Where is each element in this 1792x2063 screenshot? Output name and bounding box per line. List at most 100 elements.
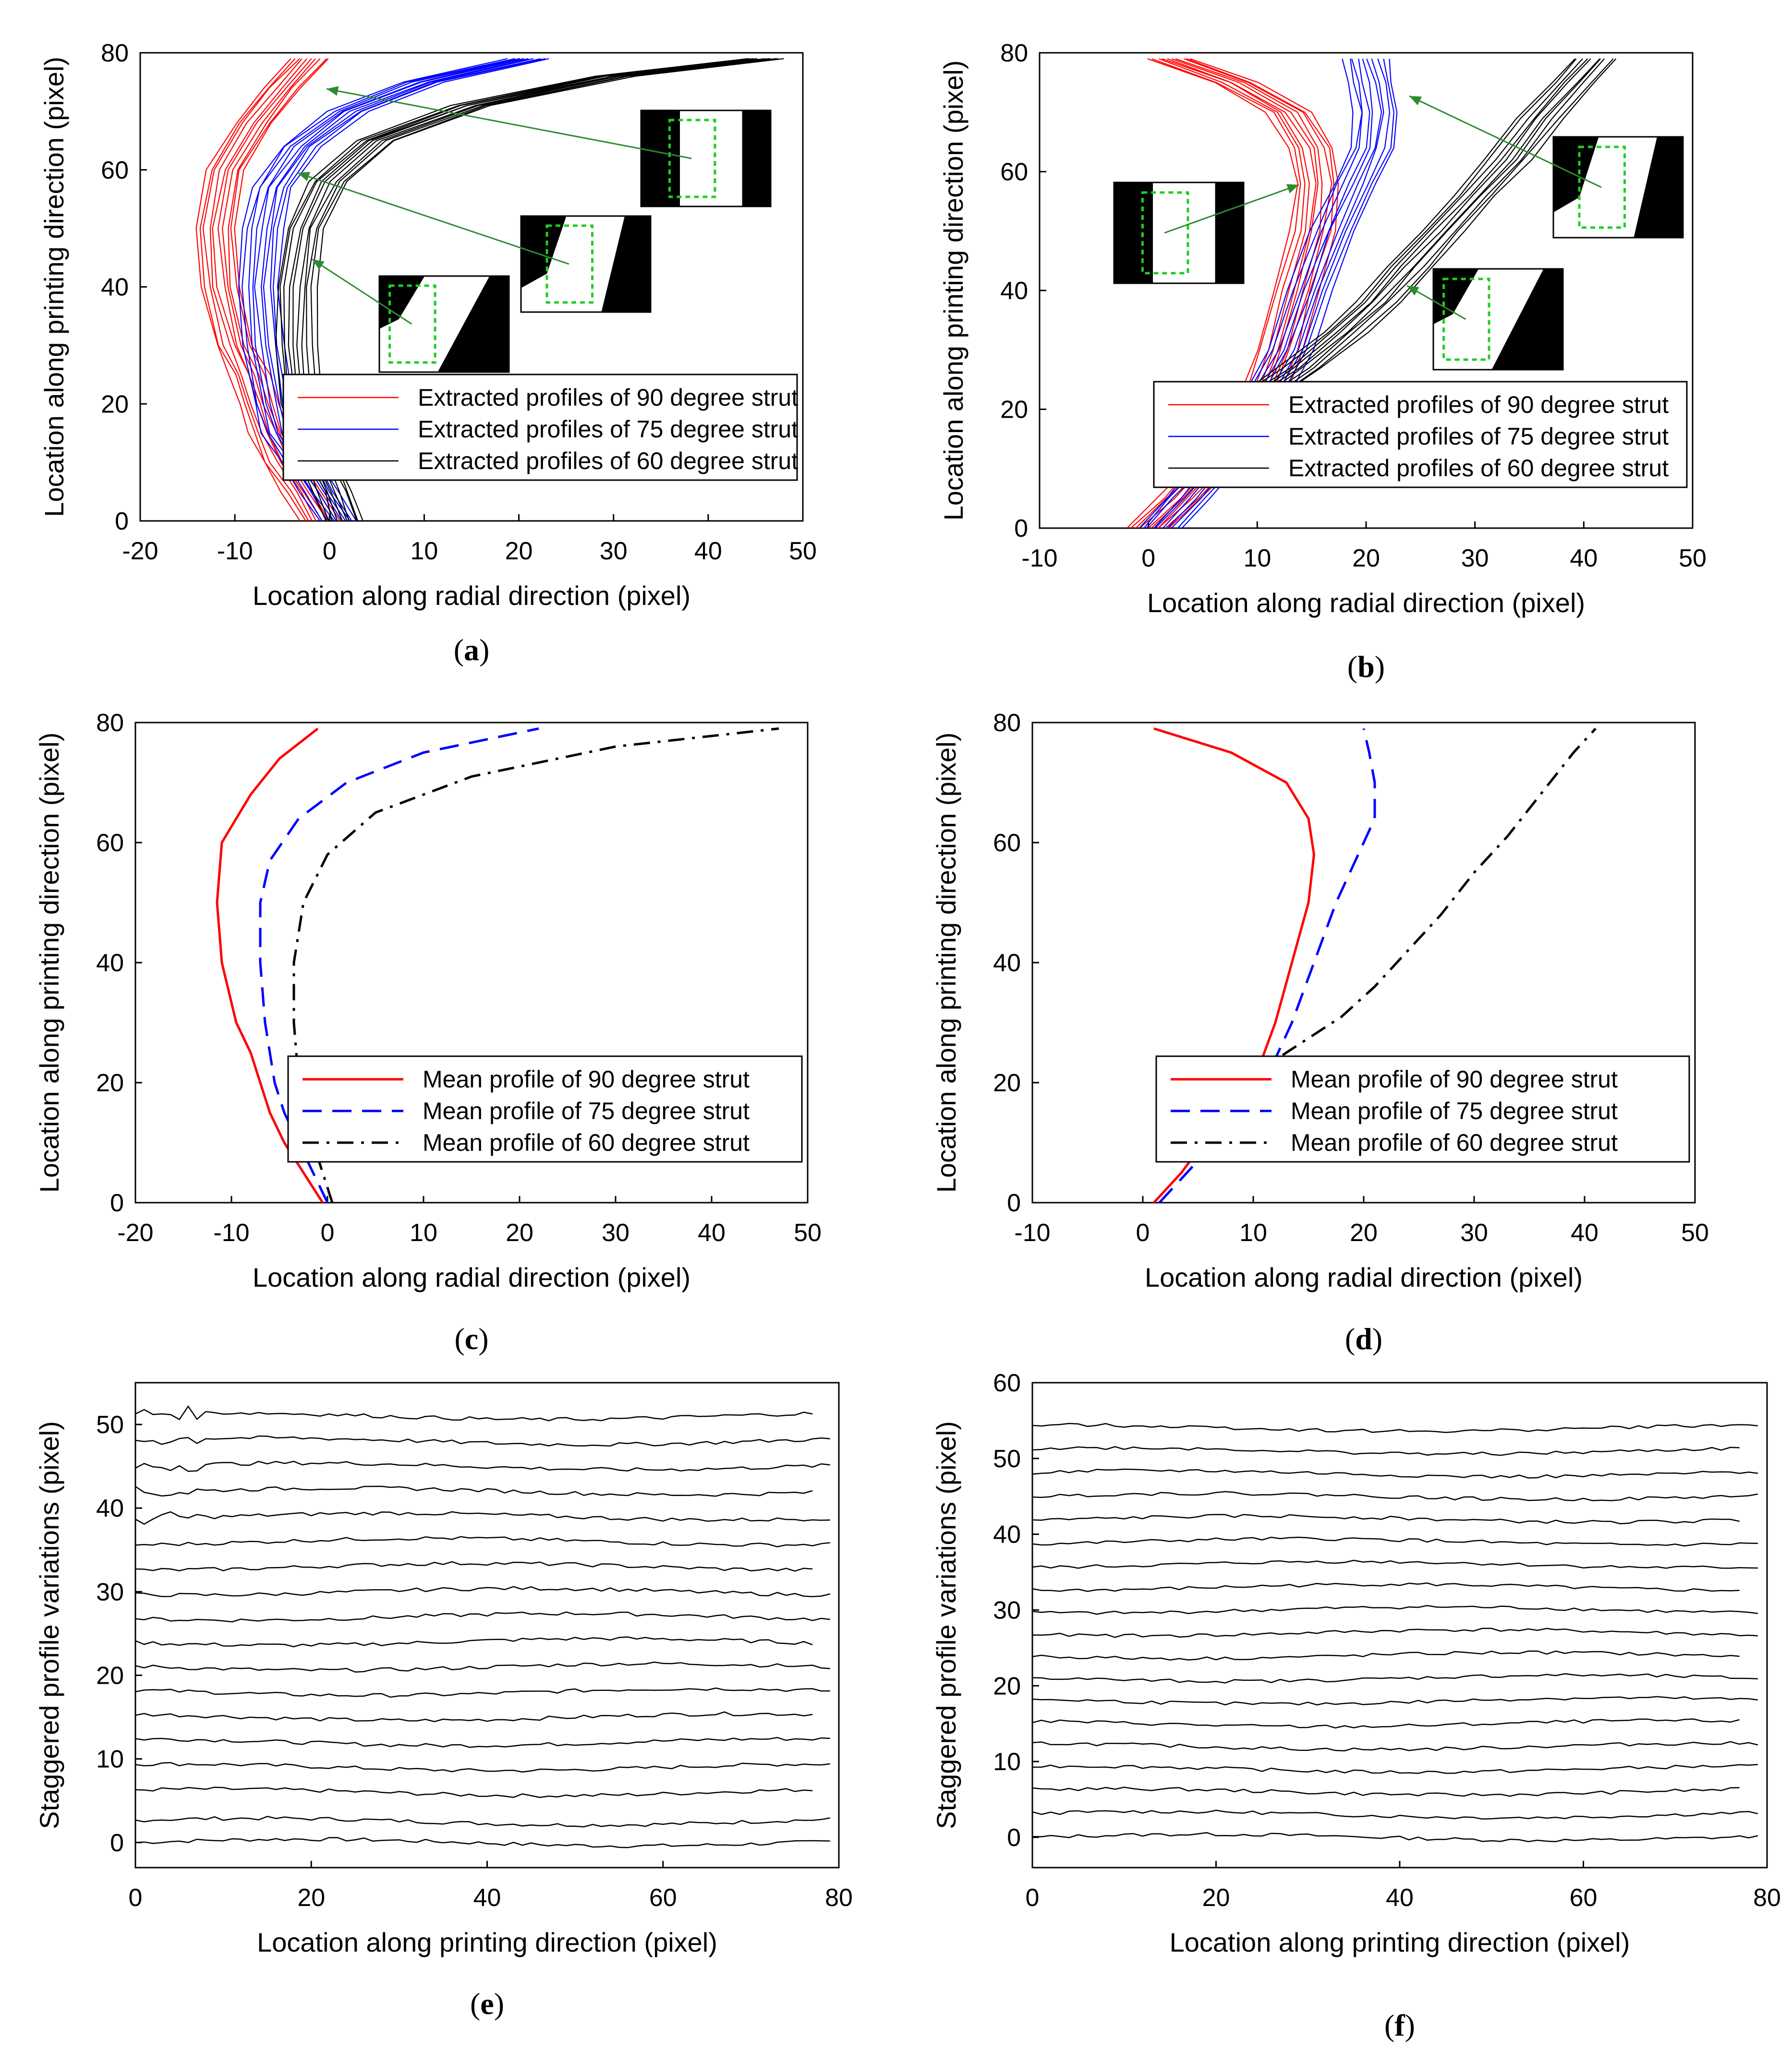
- arrow-head-icon: [298, 172, 310, 181]
- x-tick-label: 50: [789, 537, 817, 565]
- y-tick-label: 30: [993, 1596, 1021, 1624]
- x-tick-label: -10: [213, 1219, 249, 1247]
- x-tick-label: 60: [649, 1884, 677, 1912]
- arrow-head-icon: [312, 259, 325, 270]
- variation-line: [1032, 1741, 1758, 1751]
- y-tick-label: 40: [96, 949, 124, 977]
- y-tick-label: 80: [96, 709, 124, 737]
- y-tick-label: 60: [993, 829, 1021, 857]
- x-axis-label: Location along printing direction (pixel…: [1170, 1927, 1630, 1957]
- x-axis-label: Location along radial direction (pixel): [1145, 1262, 1583, 1292]
- plot-frame: [134, 1382, 840, 1869]
- x-tick-label: 20: [505, 537, 533, 565]
- legend-label: Extracted profiles of 60 degree strut: [418, 447, 798, 474]
- legend-label: Extracted profiles of 75 degree strut: [1288, 423, 1669, 450]
- variation-line: [135, 1837, 830, 1848]
- x-tick-label: 40: [1570, 544, 1598, 572]
- x-tick-label: 60: [1570, 1884, 1598, 1912]
- variation-line: [1032, 1628, 1758, 1638]
- series-line: [216, 727, 324, 1203]
- inset-strut: [1215, 182, 1244, 283]
- x-tick-label: 10: [1239, 1219, 1267, 1247]
- x-tick-label: 0: [129, 1884, 143, 1912]
- x-tick-label: 30: [1461, 544, 1489, 572]
- legend-box: [1155, 1055, 1690, 1163]
- x-tick-label: 40: [694, 537, 722, 565]
- arrow-head-icon: [1286, 184, 1299, 193]
- y-tick-label: 60: [96, 829, 124, 857]
- x-tick-label: 50: [794, 1219, 822, 1247]
- variation-line: [1032, 1605, 1758, 1615]
- x-tick-label: -10: [1014, 1219, 1050, 1247]
- inset-image: [1432, 268, 1564, 371]
- inset-arrow: [297, 172, 569, 265]
- y-tick-label: 40: [101, 274, 129, 302]
- panel-caption: (e): [470, 1987, 504, 2021]
- x-tick-label: 40: [698, 1219, 726, 1247]
- x-tick-label: -20: [117, 1219, 153, 1247]
- y-axis-label: Staggered profile variations (pixel): [34, 1421, 64, 1829]
- legend-label: Extracted profiles of 60 degree strut: [1288, 455, 1669, 482]
- variation-line: [1032, 1832, 1758, 1843]
- legend-box: [287, 1055, 803, 1163]
- inset-strut: [1491, 269, 1563, 370]
- x-tick-label: 10: [411, 537, 438, 565]
- x-tick-label: 10: [410, 1219, 437, 1247]
- panel-e: 0 20 40 60 80 0 10 20 30 40 50 Location along print…: [34, 1382, 853, 2021]
- inset-arrow: [1164, 184, 1299, 234]
- x-tick-label: 20: [1350, 1219, 1378, 1247]
- inset-strut: [601, 216, 651, 312]
- series-line: [238, 58, 508, 521]
- variation-line: [1032, 1468, 1758, 1479]
- variation-line: [135, 1762, 830, 1773]
- y-tick-label: 40: [993, 1521, 1021, 1549]
- y-tick-label: 0: [110, 1829, 124, 1857]
- y-axis-label: Location along printing direction (pixel…: [34, 733, 64, 1193]
- y-tick-label: 10: [993, 1748, 1021, 1776]
- variation-line: [135, 1405, 813, 1422]
- inset-image: [520, 215, 652, 313]
- legend-label: Mean profile of 75 degree strut: [1291, 1098, 1618, 1124]
- x-tick-label: 0: [321, 1219, 335, 1247]
- variation-line: [1032, 1559, 1758, 1569]
- y-tick-label: 0: [1007, 1189, 1021, 1217]
- plot-area: [1032, 1423, 1758, 1843]
- inset-image: [378, 275, 510, 373]
- variation-line: [135, 1511, 830, 1525]
- x-tick-label: 0: [1026, 1884, 1040, 1912]
- x-tick-label: 30: [600, 537, 628, 565]
- x-tick-label: 0: [323, 537, 337, 565]
- y-tick-label: 0: [115, 507, 129, 535]
- y-axis-label: Staggered profile variations (pixel): [931, 1421, 961, 1829]
- legend-label: Mean profile of 90 degree strut: [423, 1066, 750, 1093]
- y-tick-label: 0: [1014, 515, 1028, 543]
- legend-label: Mean profile of 90 degree strut: [1291, 1066, 1618, 1093]
- series-line: [292, 727, 779, 1203]
- x-tick-label: 80: [1753, 1884, 1781, 1912]
- series-line: [199, 58, 306, 521]
- legend: Extracted profiles of 90 degree strut Ext…: [282, 374, 798, 481]
- x-tick-label: 30: [602, 1219, 630, 1247]
- panel-caption: (a): [454, 633, 490, 667]
- variation-line: [135, 1816, 830, 1828]
- legend: Mean profile of 90 degree strut Mean prof…: [287, 1055, 803, 1163]
- series-line: [1175, 727, 1597, 1144]
- y-axis-label: Location along printing direction (pixel…: [39, 57, 69, 517]
- x-tick-label: 20: [506, 1219, 533, 1247]
- y-tick-label: 40: [993, 949, 1021, 977]
- variation-line: [135, 1737, 830, 1748]
- y-tick-label: 20: [101, 390, 129, 418]
- inset-arrow: [312, 258, 412, 325]
- variation-line: [1032, 1582, 1740, 1592]
- inset-image: [1113, 181, 1245, 284]
- variation-line: [1032, 1650, 1740, 1661]
- y-tick-label: 60: [101, 157, 129, 184]
- x-tick-label: 0: [1136, 1219, 1150, 1247]
- legend: Mean profile of 90 degree strut Mean prof…: [1155, 1055, 1690, 1163]
- x-tick-label: 0: [1141, 544, 1155, 572]
- variation-line: [1032, 1786, 1740, 1797]
- inset-image: [1552, 136, 1684, 239]
- y-axis-label: Location along printing direction (pixel…: [938, 60, 969, 521]
